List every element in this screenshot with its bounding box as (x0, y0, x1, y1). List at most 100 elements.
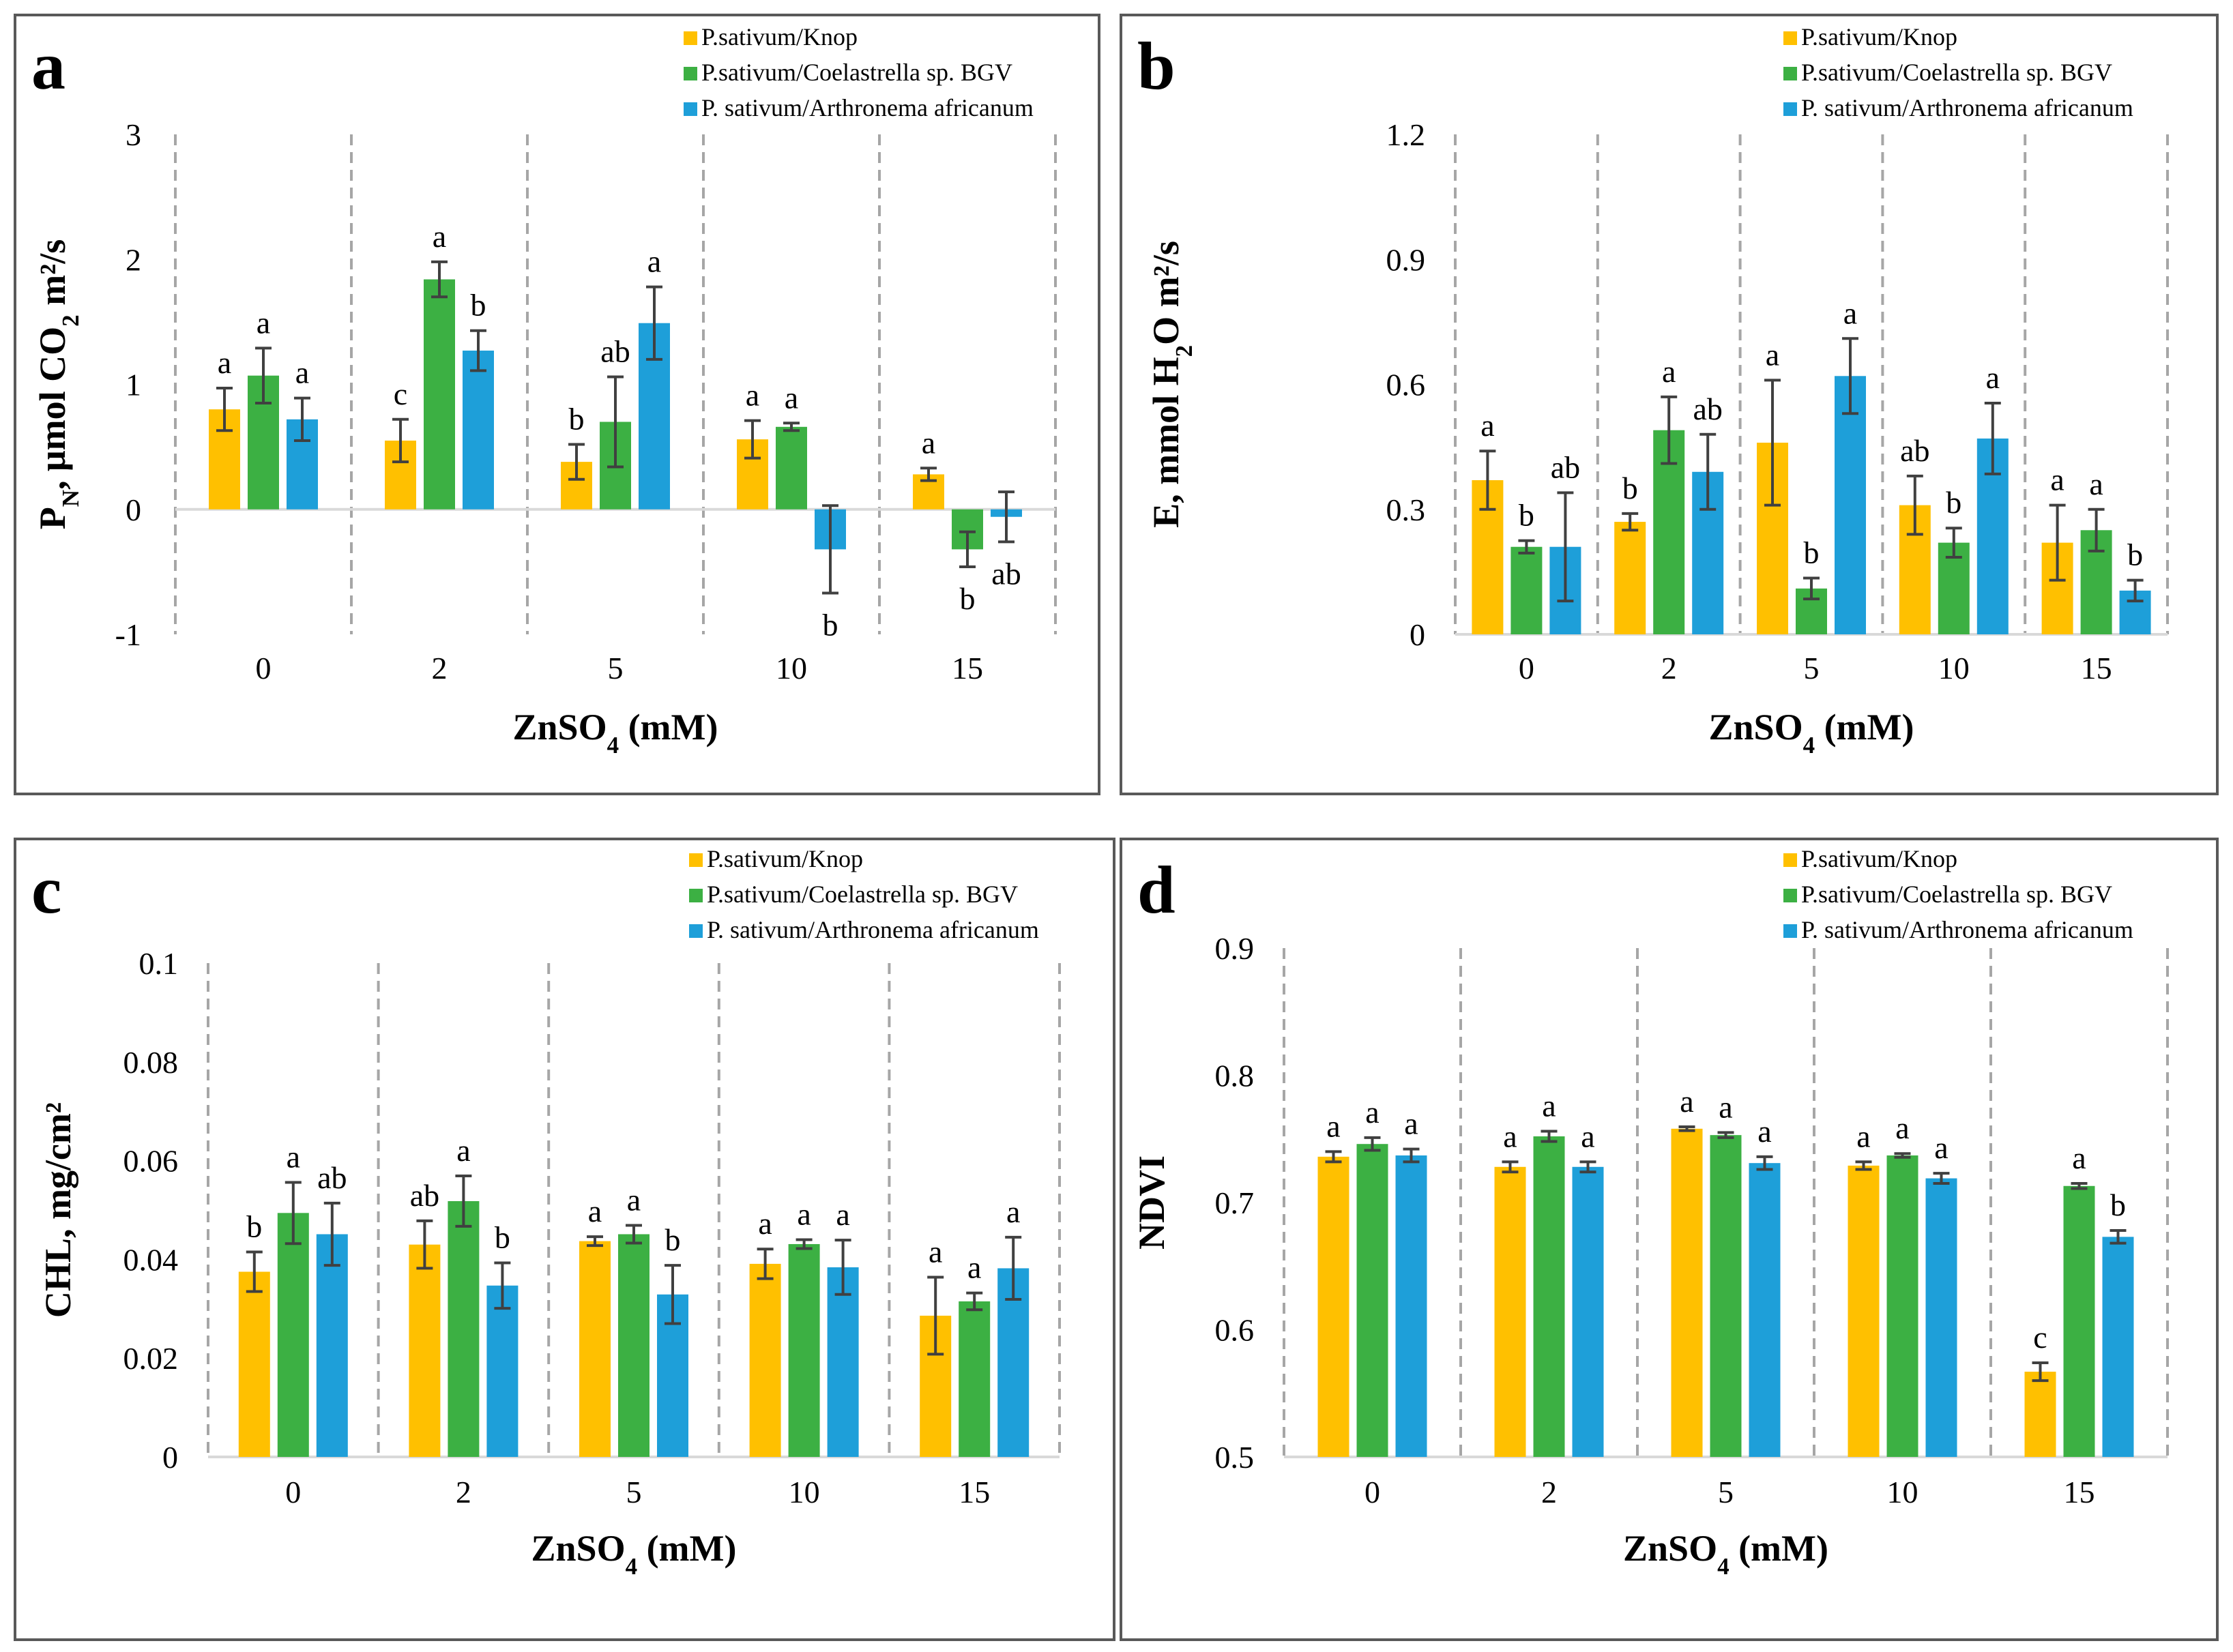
panel-frame (14, 14, 1100, 795)
significance-letter: b (1622, 471, 1638, 505)
bar-d-s2-c1 (1572, 1166, 1604, 1457)
y-tick-label: -1 (115, 617, 141, 652)
x-axis-title-part: ZnSO (512, 707, 607, 748)
y-tick-label: 0.8 (1215, 1059, 1255, 1093)
significance-letter: a (1662, 354, 1676, 389)
legend-swatch (1783, 889, 1797, 902)
x-axis-title-subscript: 4 (1803, 732, 1815, 758)
significance-letter: a (1542, 1089, 1556, 1123)
x-axis-title: ZnSO4 (mM) (531, 1528, 736, 1580)
legend-swatch (689, 924, 703, 938)
y-tick-label: 0.06 (123, 1144, 179, 1179)
y-tick-label: 1.2 (1386, 117, 1426, 152)
bar-c-s2-c3 (827, 1267, 859, 1457)
significance-letter: b (471, 288, 486, 323)
x-tick-label: 2 (432, 651, 448, 685)
x-tick-label: 2 (1661, 651, 1677, 685)
legend-entry: P.sativum/Coelastrella sp. BGV (1801, 59, 2112, 86)
y-axis-title: E, mmol H2O m²/s (1145, 241, 1197, 528)
legend-swatch (684, 67, 697, 80)
significance-letter: a (785, 380, 798, 415)
x-axis-title-part: (mM) (637, 1528, 736, 1569)
significance-letter: a (2050, 462, 2064, 497)
legend-entry: P.sativum/Coelastrella sp. BGV (707, 881, 1018, 908)
significance-letter: a (287, 1139, 300, 1174)
significance-letter: ab (1551, 449, 1580, 484)
significance-letter: a (1006, 1194, 1020, 1229)
bar-d-s2-c4 (2102, 1237, 2134, 1457)
x-tick-label: 0 (256, 651, 272, 685)
x-axis-title-subscript: 4 (626, 1553, 638, 1580)
significance-letter: a (1843, 295, 1857, 330)
legend-swatch (684, 102, 697, 116)
y-tick-label: 0.08 (123, 1045, 179, 1080)
significance-letter: ab (410, 1178, 439, 1213)
y-axis-title-part: m²/s (32, 239, 73, 315)
significance-letter: a (1404, 1106, 1418, 1141)
significance-letter: a (967, 1250, 981, 1285)
significance-letter: a (257, 305, 270, 340)
x-tick-label: 15 (952, 651, 983, 685)
x-tick-label: 15 (2064, 1475, 2095, 1509)
legend-entry: P. sativum/Arthronema africanum (707, 916, 1039, 943)
panel-frame (1120, 14, 2219, 795)
significance-letter: a (758, 1206, 772, 1241)
bar-c-s1-c4 (959, 1301, 991, 1457)
significance-letter: b (960, 581, 976, 616)
significance-letter: a (627, 1182, 641, 1217)
bar-b-s2-c2 (1835, 376, 1866, 634)
significance-letter: a (433, 219, 446, 254)
bar-d-s1-c0 (1356, 1144, 1388, 1457)
y-tick-label: 0.3 (1386, 492, 1426, 527)
legend-swatch (1783, 853, 1797, 867)
y-tick-label: 2 (126, 242, 141, 277)
significance-letter: a (1766, 337, 1779, 372)
y-tick-label: 3 (126, 117, 141, 152)
legend-entry: P. sativum/Arthronema africanum (701, 94, 1034, 121)
y-tick-label: 0.7 (1215, 1185, 1255, 1220)
y-tick-label: 0 (1410, 617, 1425, 652)
significance-letter: a (2072, 1140, 2086, 1175)
significance-letter: a (797, 1196, 811, 1231)
bar-a-s1-c1 (424, 279, 455, 510)
y-axis-title-part: O m²/s (1145, 241, 1186, 345)
bar-c-s0-c3 (749, 1263, 781, 1457)
significance-letter: a (218, 345, 231, 380)
bar-d-s0-c3 (1848, 1165, 1880, 1457)
significance-letter: a (588, 1194, 602, 1228)
y-tick-label: 0.04 (123, 1242, 179, 1277)
y-axis-title: CHL, mg/cm² (38, 1102, 78, 1318)
significance-letter: a (456, 1133, 470, 1168)
significance-letter: a (1719, 1089, 1732, 1124)
bar-a-s2-c1 (463, 351, 494, 510)
significance-letter: b (569, 401, 585, 436)
x-axis-title: ZnSO4 (mM) (512, 707, 718, 758)
significance-letter: a (1480, 408, 1494, 443)
significance-letter: ab (991, 556, 1021, 591)
x-tick-label: 0 (285, 1475, 301, 1509)
bar-c-s0-c2 (579, 1241, 611, 1457)
x-tick-label: 0 (1364, 1475, 1380, 1509)
y-tick-label: 0 (126, 492, 141, 527)
significance-letter: b (2110, 1188, 2126, 1222)
significance-letter: a (836, 1197, 849, 1232)
legend-entry: P.sativum/Coelastrella sp. BGV (1801, 881, 2112, 908)
y-axis-title-subscript: 2 (57, 314, 84, 327)
legend-entry: P.sativum/Knop (701, 23, 858, 50)
x-axis-title-part: ZnSO (531, 1528, 625, 1569)
x-tick-label: 15 (959, 1475, 990, 1509)
significance-letter: b (2127, 537, 2143, 572)
significance-letter: a (647, 244, 661, 279)
legend-entry: P.sativum/Knop (707, 845, 863, 872)
y-axis-title-part: E, mmol H (1145, 357, 1186, 528)
significance-letter: a (1581, 1119, 1594, 1153)
significance-letter: c (2033, 1320, 2047, 1355)
panel-label: a (31, 28, 65, 104)
significance-letter: b (1519, 498, 1534, 533)
significance-letter: b (823, 608, 838, 643)
significance-letter: c (394, 377, 407, 411)
